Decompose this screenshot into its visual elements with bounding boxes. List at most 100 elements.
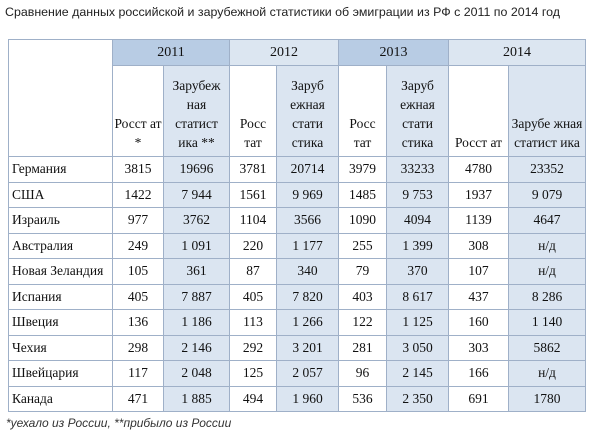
foreign-value-cell: 4094 xyxy=(386,207,450,234)
rosstat-value-cell: 160 xyxy=(448,309,510,336)
rosstat-value-cell: 107 xyxy=(448,258,510,285)
rosstat-value-cell: 87 xyxy=(229,258,278,285)
foreign-value-cell: 2 145 xyxy=(386,360,450,387)
country-cell: Германия xyxy=(8,156,113,183)
foreign-stats-header: Заруб ежная стати стика xyxy=(386,65,450,157)
foreign-stats-header: Заруб ежная стати стика xyxy=(276,65,340,157)
table-row: Германия 3815 19696 3781 20714 3979 33233 4780 2… xyxy=(8,156,587,183)
rosstat-value-cell: 3979 xyxy=(338,156,388,183)
rosstat-value-cell: 1090 xyxy=(338,207,388,234)
rosstat-value-cell: 303 xyxy=(448,334,510,361)
year-header: 2011 xyxy=(111,39,231,66)
foreign-value-cell: 2 146 xyxy=(162,334,231,361)
rosstat-value-cell: 4780 xyxy=(448,156,510,183)
rosstat-value-cell: 117 xyxy=(112,360,164,387)
table-row: Швеция 136 1 186 113 1 266 122 1 125 160 1 140 xyxy=(8,309,587,336)
rosstat-value-cell: 1485 xyxy=(338,181,388,208)
table-row: Новая Зеландия 105 361 87 340 79 370 107 н/д xyxy=(8,258,587,285)
year-header: 2013 xyxy=(338,39,450,66)
foreign-value-cell: 5862 xyxy=(508,334,587,361)
corner-cell xyxy=(8,39,113,157)
rosstat-value-cell: 136 xyxy=(112,309,164,336)
foreign-value-cell: 2 048 xyxy=(162,360,231,387)
country-cell: Швейцария xyxy=(8,360,113,387)
rosstat-value-cell: 125 xyxy=(229,360,278,387)
rosstat-value-cell: 96 xyxy=(338,360,388,387)
rosstat-value-cell: 405 xyxy=(112,283,164,310)
foreign-value-cell: 9 969 xyxy=(276,181,340,208)
foreign-value-cell: 20714 xyxy=(276,156,340,183)
foreign-value-cell: 7 820 xyxy=(276,283,340,310)
rosstat-header: Росс тат xyxy=(338,65,388,157)
rosstat-value-cell: 1422 xyxy=(112,181,164,208)
footnote: *уехало из России, **прибыло из России xyxy=(6,416,232,430)
rosstat-value-cell: 298 xyxy=(112,334,164,361)
country-cell: Новая Зеландия xyxy=(8,258,113,285)
rosstat-value-cell: 536 xyxy=(338,385,388,412)
foreign-value-cell: 1 125 xyxy=(386,309,450,336)
foreign-value-cell: 3762 xyxy=(162,207,231,234)
rosstat-value-cell: 292 xyxy=(229,334,278,361)
foreign-value-cell: 1 399 xyxy=(386,232,450,259)
country-cell: Испания xyxy=(8,283,113,310)
foreign-value-cell: 3 050 xyxy=(386,334,450,361)
year-header: 2014 xyxy=(448,39,587,66)
rosstat-value-cell: 249 xyxy=(112,232,164,259)
rosstat-value-cell: 255 xyxy=(338,232,388,259)
table-row: Швейцария 117 2 048 125 2 057 96 2 145 166 н/д xyxy=(8,360,587,387)
foreign-value-cell: 1 140 xyxy=(508,309,587,336)
foreign-value-cell: н/д xyxy=(508,258,587,285)
foreign-value-cell: 4647 xyxy=(508,207,587,234)
table-row: Израиль 977 3762 1104 3566 1090 4094 1139 4647 xyxy=(8,207,587,234)
foreign-value-cell: н/д xyxy=(508,232,587,259)
rosstat-value-cell: 403 xyxy=(338,283,388,310)
foreign-value-cell: 1 186 xyxy=(162,309,231,336)
foreign-value-cell: 1 266 xyxy=(276,309,340,336)
rosstat-value-cell: 405 xyxy=(229,283,278,310)
source-header-row: Росст ат * Зарубеж ная статист ика ** Ро… xyxy=(9,65,587,157)
rosstat-value-cell: 3781 xyxy=(229,156,278,183)
rosstat-value-cell: 122 xyxy=(338,309,388,336)
rosstat-value-cell: 691 xyxy=(448,385,510,412)
rosstat-value-cell: 437 xyxy=(448,283,510,310)
foreign-value-cell: 1780 xyxy=(508,385,587,412)
table-row: Испания 405 7 887 405 7 820 403 8 617 437 8 286 xyxy=(8,283,587,310)
year-header-row: 2011 2012 2013 2014 xyxy=(8,39,587,157)
foreign-value-cell: 7 944 xyxy=(162,181,231,208)
foreign-value-cell: 33233 xyxy=(386,156,450,183)
foreign-value-cell: 9 753 xyxy=(386,181,450,208)
foreign-value-cell: 1 960 xyxy=(276,385,340,412)
foreign-stats-header: Зарубе жная статист ика xyxy=(508,65,587,157)
foreign-value-cell: 7 887 xyxy=(162,283,231,310)
foreign-value-cell: 8 286 xyxy=(508,283,587,310)
country-cell: Швеция xyxy=(8,309,113,336)
rosstat-header: Росс тат xyxy=(229,65,278,157)
rosstat-header: Росст ат * xyxy=(112,65,164,157)
rosstat-value-cell: 471 xyxy=(112,385,164,412)
page-title: Сравнение данных российской и зарубежной… xyxy=(5,5,560,19)
foreign-value-cell: 2 057 xyxy=(276,360,340,387)
foreign-value-cell: 1 885 xyxy=(162,385,231,412)
rosstat-header: Росст ат xyxy=(448,65,510,157)
rosstat-value-cell: 308 xyxy=(448,232,510,259)
rosstat-value-cell: 3815 xyxy=(112,156,164,183)
table-row: Австралия 249 1 091 220 1 177 255 1 399 308 н/д xyxy=(8,232,587,259)
foreign-value-cell: н/д xyxy=(508,360,587,387)
foreign-value-cell: 370 xyxy=(386,258,450,285)
foreign-value-cell: 340 xyxy=(276,258,340,285)
foreign-stats-header: Зарубеж ная статист ика ** xyxy=(162,65,231,157)
foreign-value-cell: 1 177 xyxy=(276,232,340,259)
foreign-value-cell: 361 xyxy=(162,258,231,285)
rosstat-value-cell: 166 xyxy=(448,360,510,387)
foreign-value-cell: 2 350 xyxy=(386,385,450,412)
table-row: США 1422 7 944 1561 9 969 1485 9 753 1937 9 079 xyxy=(8,181,587,208)
foreign-value-cell: 9 079 xyxy=(508,181,587,208)
rosstat-value-cell: 281 xyxy=(338,334,388,361)
country-cell: Израиль xyxy=(8,207,113,234)
rosstat-value-cell: 220 xyxy=(229,232,278,259)
foreign-value-cell: 19696 xyxy=(162,156,231,183)
country-cell: Чехия xyxy=(8,334,113,361)
country-cell: Австралия xyxy=(8,232,113,259)
foreign-value-cell: 3 201 xyxy=(276,334,340,361)
foreign-value-cell: 8 617 xyxy=(386,283,450,310)
